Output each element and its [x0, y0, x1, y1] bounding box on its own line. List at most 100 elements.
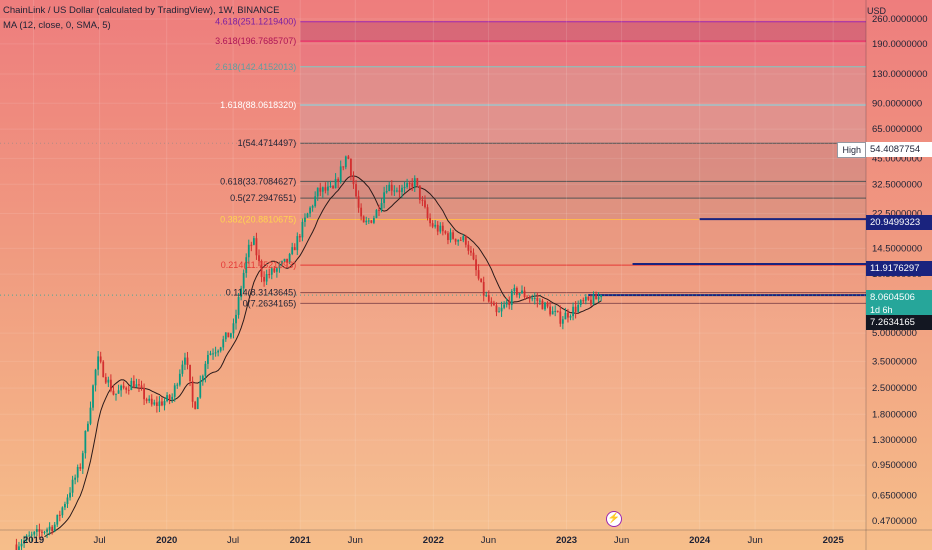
fib-zone — [300, 198, 866, 220]
x-tick-label: 2021 — [290, 535, 312, 546]
candle-body — [393, 190, 396, 192]
candle-body — [457, 239, 460, 242]
fib-zone — [300, 143, 866, 182]
candle-body — [316, 187, 319, 197]
candle-body — [109, 379, 112, 391]
candle-body — [510, 291, 513, 306]
y-tick-label: 1.8000000 — [872, 409, 917, 420]
candle-body — [416, 178, 419, 186]
candle-body — [533, 298, 536, 300]
candle-body — [447, 233, 449, 241]
candle-body — [255, 238, 258, 256]
candle-body — [247, 244, 250, 258]
candle-body — [541, 300, 544, 310]
candle-body — [462, 236, 465, 241]
candle-body — [89, 407, 92, 424]
candle-body — [189, 364, 191, 382]
candle-body — [426, 207, 429, 218]
x-tick-label: 2025 — [823, 535, 845, 546]
candle-body — [342, 166, 345, 168]
candle-body — [219, 347, 222, 351]
fib-level-label: 0.5(27.2947651) — [230, 193, 296, 203]
candle-body — [398, 190, 401, 192]
candle-body — [51, 526, 54, 531]
candle-body — [595, 294, 597, 300]
candle-body — [365, 220, 368, 223]
candle-body — [383, 192, 386, 204]
candle-body — [470, 250, 472, 253]
last-price-tag: 8.0604506 — [866, 290, 932, 305]
candle-body — [117, 390, 120, 394]
fib-zone — [300, 66, 866, 106]
candle-body — [367, 220, 370, 222]
candle-body — [518, 293, 521, 295]
fib-zone — [300, 265, 866, 293]
candle-body — [436, 224, 439, 232]
x-tick-label: Jun — [348, 535, 363, 546]
candle-body — [173, 385, 176, 397]
candle-body — [314, 196, 317, 207]
candle-body — [311, 206, 314, 208]
candle-body — [477, 270, 480, 279]
fib-level-label: 0(7.2634165) — [243, 298, 297, 308]
candle-body — [232, 323, 235, 334]
candle-body — [480, 278, 483, 282]
candle-body — [459, 239, 462, 241]
candle-body — [424, 200, 426, 208]
fib-zone — [300, 219, 866, 266]
candle-body — [329, 186, 332, 188]
candle-body — [380, 203, 383, 211]
candle-body — [245, 257, 248, 273]
candle-body — [33, 531, 36, 535]
fib-zone — [300, 21, 866, 42]
candle-body — [275, 268, 278, 272]
fib-level-label: 4.618(251.1219400) — [215, 17, 296, 27]
candle-body — [362, 216, 365, 223]
candle-body — [265, 274, 268, 282]
candle-body — [485, 295, 488, 297]
candle-body — [293, 247, 296, 251]
bar-countdown: 1d 6h — [866, 305, 932, 316]
candle-body — [298, 236, 301, 238]
candle-body — [556, 310, 559, 312]
candle-body — [224, 332, 227, 340]
candle-body — [184, 357, 186, 365]
event-marker-icon[interactable]: ⚡ — [606, 511, 622, 527]
candle-body — [99, 356, 102, 362]
fib-level-label: 0.618(33.7084627) — [220, 176, 296, 186]
candle-body — [406, 183, 409, 187]
candle-body — [48, 526, 51, 530]
candle-body — [283, 258, 286, 262]
candle-body — [579, 300, 582, 305]
candle-body — [375, 209, 378, 218]
candle-body — [321, 187, 324, 192]
y-tick-label: 22.5000000 — [872, 209, 922, 220]
candle-body — [148, 398, 151, 401]
candle-body — [475, 259, 477, 271]
candle-body — [268, 274, 271, 276]
candle-body — [408, 183, 411, 185]
candle-body — [237, 297, 240, 315]
candle-body — [178, 373, 181, 385]
candle-body — [350, 158, 352, 177]
candle-body — [92, 385, 94, 408]
candle-body — [84, 430, 87, 454]
candle-body — [587, 296, 590, 300]
candle-body — [64, 504, 66, 508]
candle-body — [544, 302, 546, 310]
x-tick-label: Jun — [481, 535, 496, 546]
y-tick-label: 0.6500000 — [872, 490, 917, 501]
candle-body — [528, 297, 531, 299]
indicator-legend[interactable]: MA (12, close, 0, SMA, 5) — [3, 20, 111, 31]
candle-body — [38, 529, 41, 532]
symbol-title[interactable]: ChainLink / US Dollar (calculated by Tra… — [3, 5, 280, 16]
y-tick-label: 65.0000000 — [872, 124, 922, 135]
candle-body — [498, 311, 500, 313]
y-tick-label: 3.5000000 — [872, 356, 917, 367]
candle-body — [572, 306, 574, 317]
candle-body — [395, 190, 398, 192]
candle-body — [291, 247, 294, 255]
candle-body — [464, 236, 467, 245]
